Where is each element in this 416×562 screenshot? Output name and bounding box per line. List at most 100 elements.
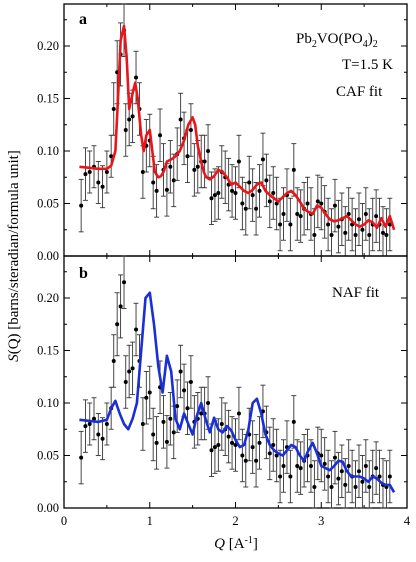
data-point — [202, 134, 208, 189]
data-point — [239, 176, 245, 231]
data-marker — [236, 411, 241, 416]
y-tick-label: 0.00 — [37, 501, 59, 515]
data-point — [281, 439, 287, 493]
data-marker — [83, 172, 88, 177]
data-marker — [216, 443, 221, 447]
panel-b-letter: b — [79, 265, 88, 282]
data-marker — [151, 432, 156, 437]
data-marker — [147, 390, 152, 395]
data-marker — [154, 188, 159, 193]
data-marker — [100, 436, 105, 441]
data-point — [332, 178, 338, 233]
data-marker — [264, 178, 269, 183]
data-marker — [291, 419, 296, 424]
data-marker — [257, 188, 262, 193]
data-point — [277, 197, 283, 252]
data-marker — [332, 455, 337, 460]
y-tick-label: 0.10 — [37, 396, 59, 410]
data-point — [123, 103, 129, 157]
data-marker — [250, 193, 255, 198]
data-marker — [79, 455, 84, 460]
y-tick-label: 0.15 — [37, 92, 59, 106]
data-marker — [260, 157, 265, 162]
data-marker — [111, 359, 116, 363]
y-tick-label: 0.20 — [37, 39, 59, 53]
data-marker — [360, 227, 365, 232]
data-point — [82, 399, 88, 453]
data-marker — [168, 164, 173, 169]
data-marker — [250, 445, 255, 450]
x-tick-labels: 0 1 2 3 4 — [61, 514, 411, 528]
data-point — [250, 168, 256, 222]
data-point — [111, 334, 117, 388]
data-marker — [140, 170, 145, 174]
data-marker — [188, 380, 193, 384]
data-marker — [182, 388, 187, 393]
data-marker — [212, 445, 217, 450]
data-point — [91, 145, 97, 189]
data-marker — [281, 212, 286, 216]
data-point — [366, 460, 372, 509]
data-marker — [111, 107, 116, 111]
data-marker — [353, 485, 358, 489]
data-marker — [315, 199, 320, 204]
data-point — [178, 344, 184, 399]
data-point — [100, 417, 106, 461]
data-point — [274, 428, 280, 483]
data-point — [356, 444, 362, 498]
data-point — [325, 449, 331, 504]
formula-label: Pb2VO(PO4)2 — [296, 31, 378, 50]
data-point — [308, 439, 314, 493]
data-point — [267, 426, 273, 481]
data-marker — [274, 201, 279, 206]
data-marker — [134, 75, 139, 80]
data-marker — [123, 380, 128, 384]
data-marker — [360, 479, 365, 484]
data-point — [332, 430, 338, 485]
data-marker — [339, 469, 344, 474]
data-marker — [298, 214, 303, 219]
data-point — [226, 157, 232, 212]
data-point — [263, 153, 269, 208]
data-point — [325, 197, 331, 252]
data-marker — [319, 453, 324, 458]
panel-b-naf-fit-line — [79, 291, 396, 493]
data-point — [167, 392, 173, 446]
data-point — [239, 428, 245, 483]
data-point — [121, 255, 127, 309]
data-point — [188, 103, 194, 157]
data-marker — [206, 401, 211, 405]
data-point — [287, 449, 293, 504]
y-tick-label: 0.05 — [37, 449, 59, 463]
data-point — [123, 355, 129, 409]
data-point — [226, 409, 232, 464]
data-point — [205, 376, 211, 430]
data-point — [229, 164, 235, 218]
data-marker — [79, 203, 84, 208]
data-point — [353, 208, 359, 257]
data-point — [346, 439, 352, 493]
data-marker — [298, 466, 303, 471]
data-point — [277, 449, 283, 504]
data-point — [359, 203, 365, 257]
data-marker — [87, 422, 92, 426]
data-marker — [206, 149, 211, 153]
data-marker — [322, 461, 327, 466]
y-tick-label: 0.15 — [37, 344, 59, 358]
data-point — [270, 166, 276, 220]
data-point — [188, 355, 194, 409]
data-point — [108, 134, 114, 178]
data-marker — [367, 485, 372, 489]
data-marker — [161, 419, 166, 424]
data-marker — [274, 453, 279, 458]
data-point — [233, 166, 238, 220]
panel-a-letter: a — [79, 11, 87, 28]
data-marker — [130, 366, 135, 371]
data-point — [236, 386, 242, 441]
data-marker — [254, 206, 259, 211]
panel-b-ticks: 0.00 0.05 0.10 0.15 0.20 — [37, 256, 408, 515]
data-marker — [230, 188, 235, 193]
data-point — [133, 302, 139, 357]
data-marker — [247, 180, 252, 185]
